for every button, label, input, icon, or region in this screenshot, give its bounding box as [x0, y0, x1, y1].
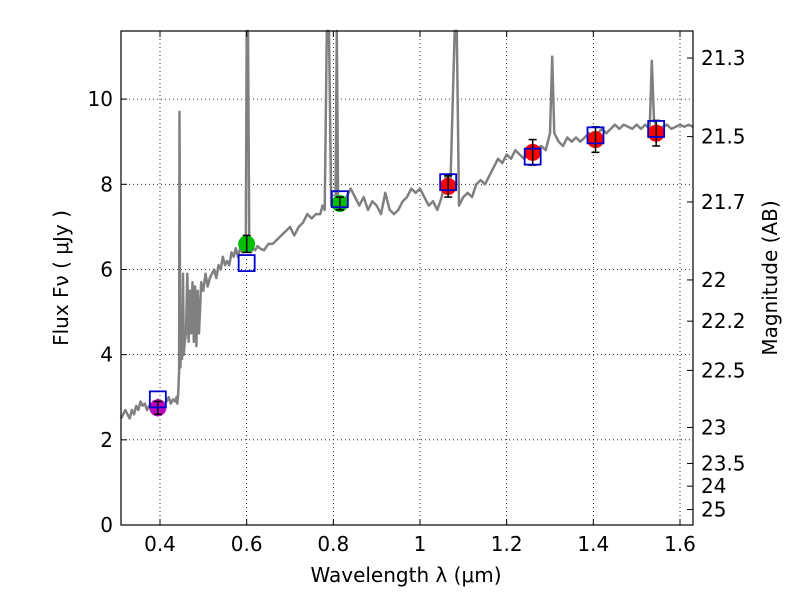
right-tick-label: 23.5 [701, 451, 746, 475]
model-marker [586, 126, 605, 145]
observed-point [524, 138, 542, 166]
y-tick-label: 10 [88, 87, 113, 111]
model-marker [330, 190, 349, 209]
x-tick-label: 1 [414, 532, 427, 556]
x-tick-label: 0.6 [231, 532, 263, 556]
right-tick-label: 21.3 [701, 46, 746, 70]
x-axis-title: Wavelength λ (μm) [310, 563, 501, 587]
y-tick-label: 4 [100, 343, 113, 367]
model-marker [148, 390, 167, 409]
right-axis-title: Magnitude (AB) [758, 200, 782, 355]
spectrum-layer [119, 29, 694, 420]
right-tick-label: 23 [701, 415, 726, 439]
right-tick-label: 25 [701, 498, 726, 522]
y-tick-label: 8 [100, 172, 113, 196]
model-marker [523, 147, 542, 166]
y-tick-label: 0 [100, 513, 113, 537]
right-tick-label: 22.2 [701, 309, 746, 333]
x-tick-label: 0.4 [144, 532, 176, 556]
model-marker [237, 254, 256, 272]
y-tick-label: 6 [100, 257, 113, 281]
right-tick-label: 21.5 [701, 125, 746, 149]
x-tick-label: 1.2 [491, 532, 523, 556]
right-tick-label: 22 [701, 268, 726, 292]
right-tick-label: 22.5 [701, 358, 746, 382]
model-points [148, 120, 666, 409]
x-tick-label: 1.4 [577, 532, 609, 556]
right-tick-label: 21.7 [701, 190, 746, 214]
observed-point [238, 234, 256, 254]
model-marker [439, 173, 458, 192]
y-axis-title: Flux Fν ( μJy ) [49, 210, 73, 346]
model-marker [647, 120, 666, 138]
plot-frame [120, 30, 694, 526]
x-tick-label: 1.6 [664, 532, 696, 556]
observed-points [149, 119, 665, 417]
axis-ticks: 0.4 0.6 0.8 1 1.2 1.4 1.6024681021.321.521.722… [88, 31, 746, 556]
spectrum-line [119, 29, 694, 420]
right-tick-label: 24 [701, 474, 726, 498]
observed-point [331, 194, 349, 212]
y-tick-label: 2 [100, 428, 113, 452]
x-tick-label: 0.8 [317, 532, 349, 556]
